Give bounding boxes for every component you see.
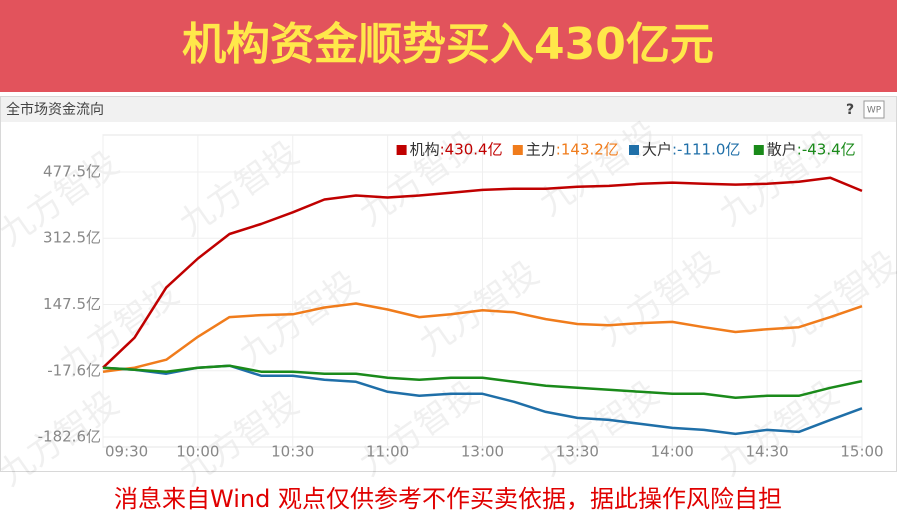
- banner-bg: [0, 0, 897, 92]
- series-line: [102, 176, 863, 369]
- footer: 消息来自Wind 观点仅供参考不作买卖依据，据此操作风险自担: [114, 485, 782, 513]
- legend-value: :430.4亿: [440, 141, 503, 159]
- banner: 机构资金顺势买入430亿元: [182, 19, 714, 70]
- series-line: [102, 302, 863, 373]
- help-icon[interactable]: ?: [846, 102, 854, 118]
- x-tick-label: 13:30: [556, 443, 599, 461]
- panel-title: 全市场资金流向: [6, 101, 104, 118]
- legend-swatch: [512, 145, 523, 155]
- series-line: [102, 364, 863, 400]
- x-tick-label: 14:00: [651, 443, 694, 461]
- legend-label: 大户: [642, 141, 672, 159]
- legend: 机构:430.4亿 主力:143.2亿 大户:-111.0亿 散户:-43.4亿: [396, 141, 856, 159]
- y-tick-label: 477.5亿: [43, 163, 101, 181]
- y-tick-label: -182.6亿: [38, 428, 101, 446]
- x-tick-label: 09:30: [105, 443, 148, 461]
- y-tick-label: -17.6亿: [47, 361, 101, 379]
- legend-label: 机构: [410, 141, 440, 159]
- wp-icon[interactable]: WP: [867, 106, 882, 116]
- x-tick-label: 14:30: [746, 443, 789, 461]
- x-tick-label: 10:00: [176, 443, 219, 461]
- x-tick-label: 10:30: [271, 443, 314, 461]
- legend-swatch: [396, 145, 407, 155]
- x-tick-label: 11:00: [366, 443, 409, 461]
- wp-icon-box[interactable]: [863, 100, 885, 119]
- panel: [0, 96, 897, 472]
- legend-swatch: [629, 145, 639, 155]
- legend-value: :-43.4亿: [797, 141, 856, 159]
- legend-value: :-111.0亿: [672, 141, 740, 159]
- legend-swatch: [753, 145, 764, 155]
- legend-value: :143.2亿: [556, 141, 619, 159]
- legend-label: 散户: [767, 141, 797, 159]
- y-tick-label: 147.5亿: [43, 295, 101, 313]
- legend-label: 主力: [526, 141, 556, 159]
- plot: -182.6亿 -17.6亿 147.5亿 312.5亿 477.5亿 09:30 10:0…: [38, 134, 884, 461]
- x-tick-label: 13:00: [461, 443, 504, 461]
- panel-header: [1, 97, 896, 122]
- x-tick-label: 15:00: [840, 443, 883, 461]
- y-tick-label: 312.5亿: [43, 229, 101, 247]
